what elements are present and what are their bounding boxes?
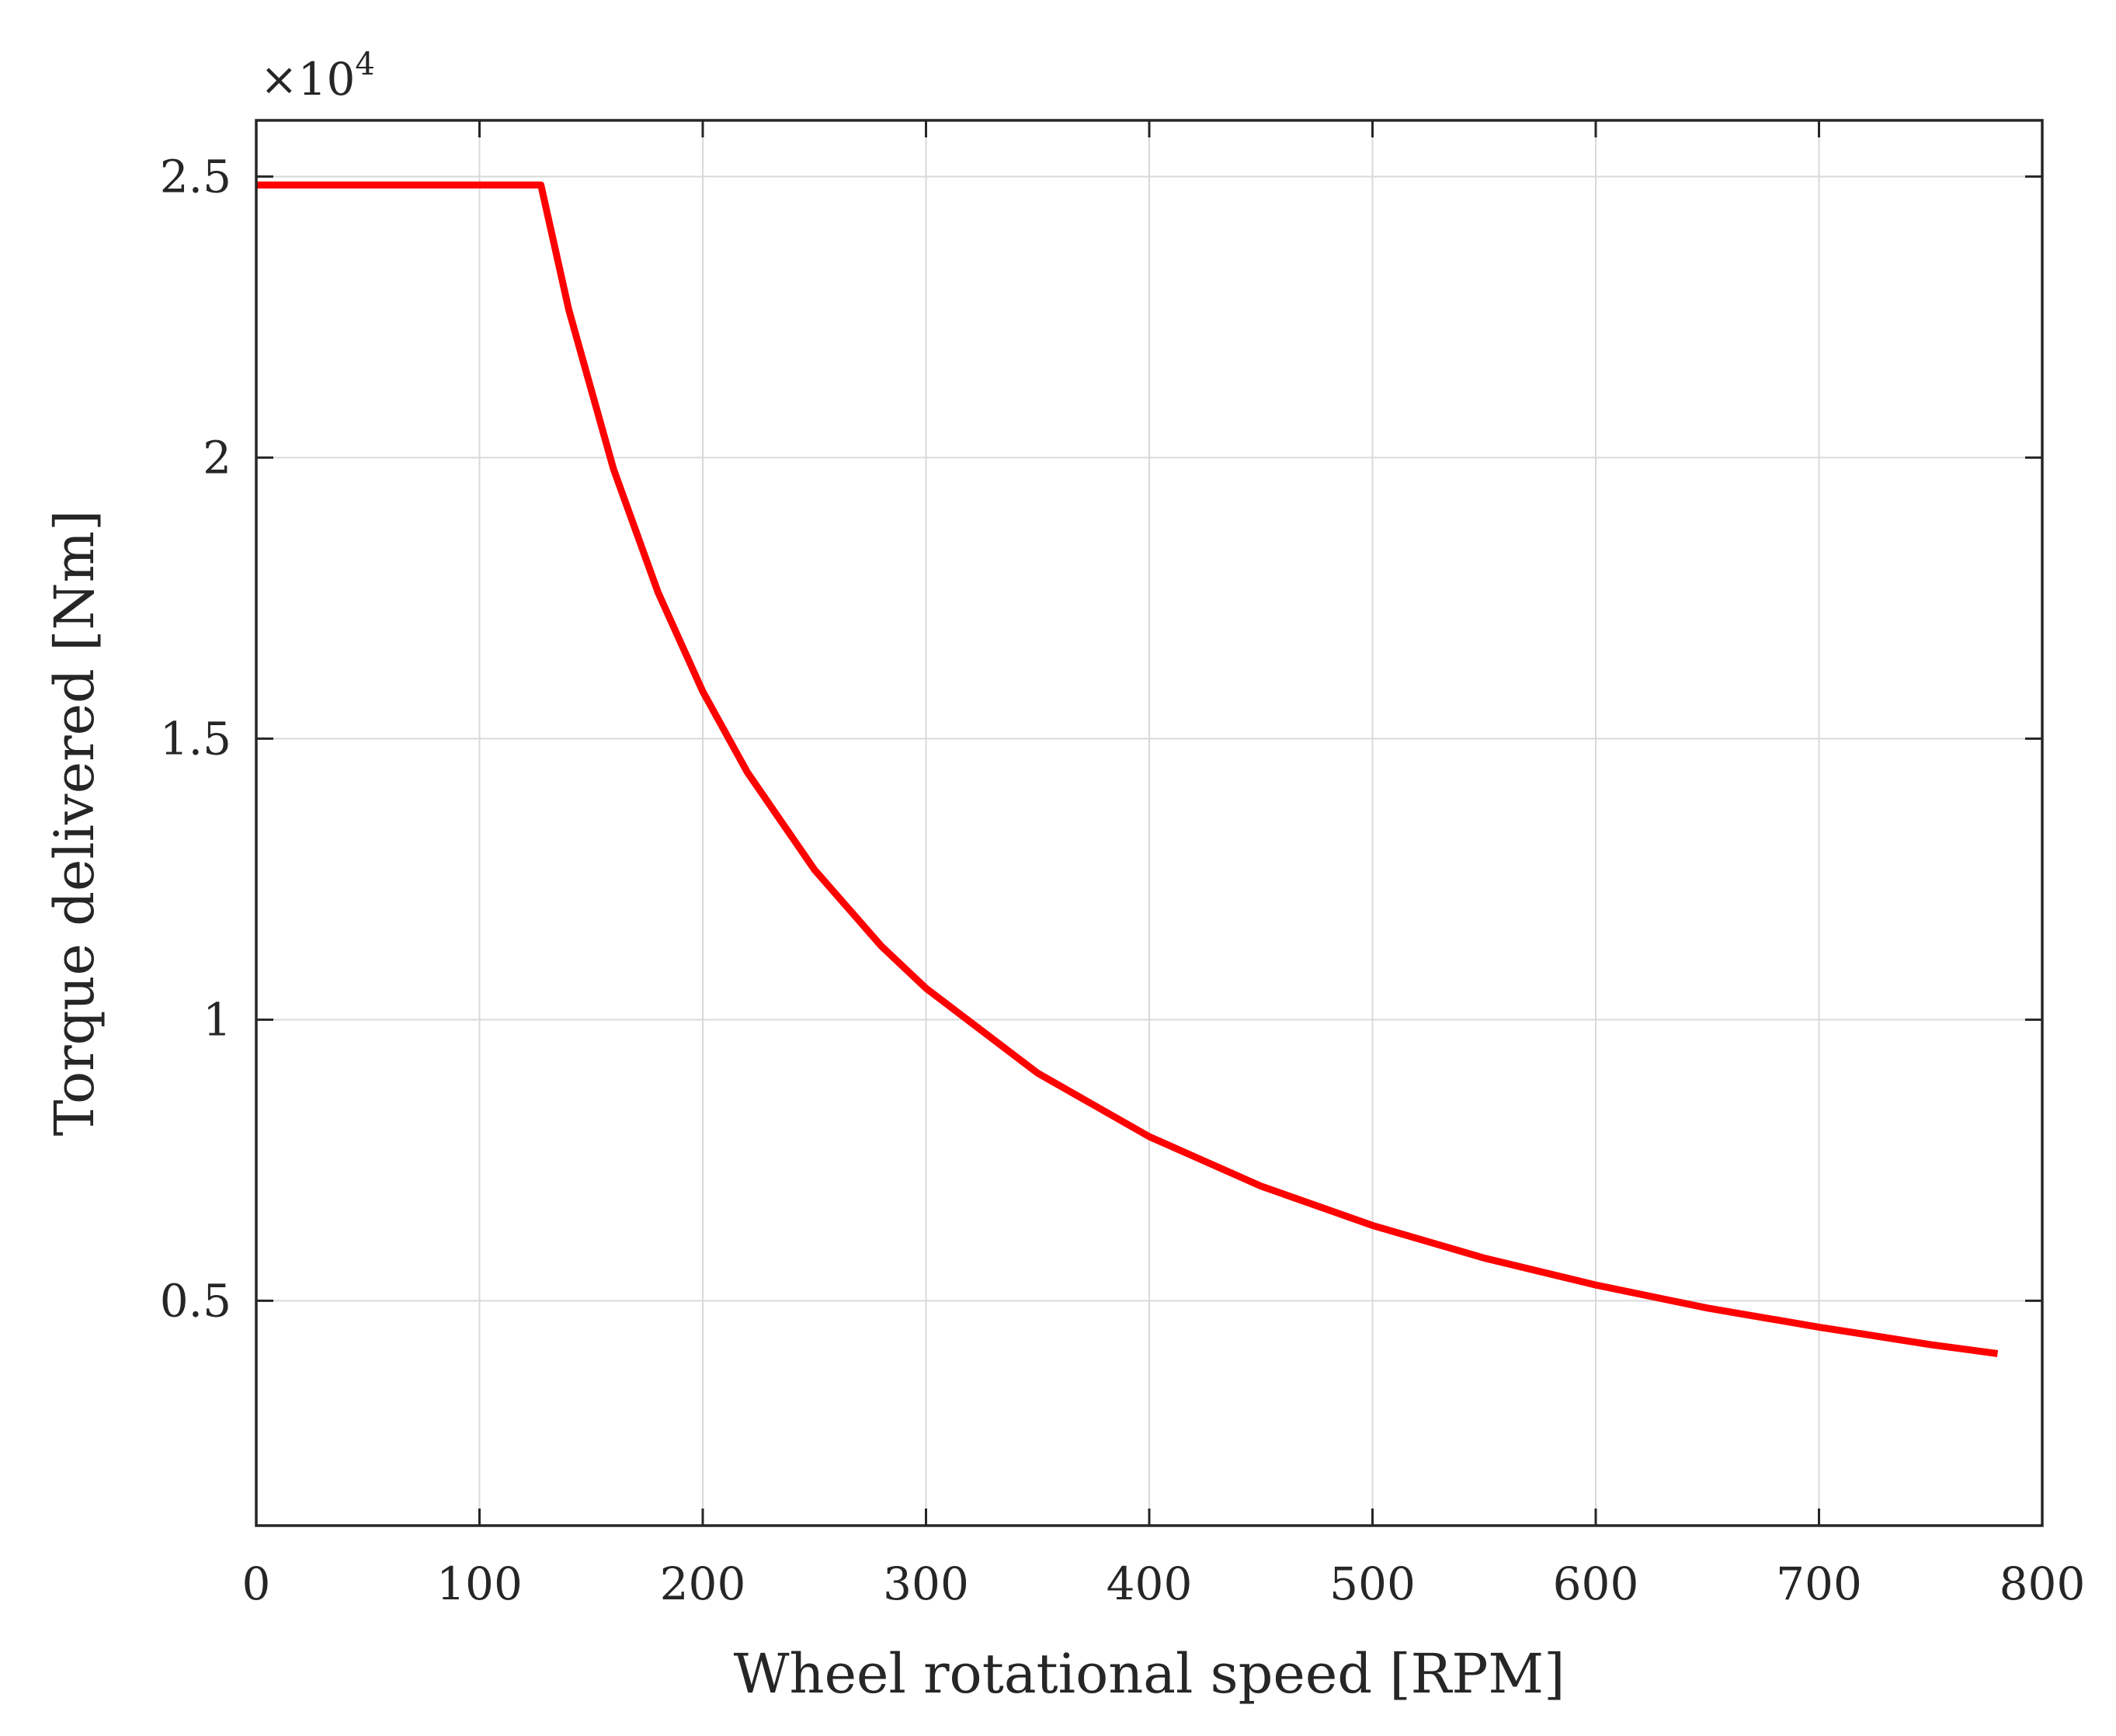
- x-tick-label: 100: [436, 1557, 523, 1610]
- y-tick-label: 0.5: [160, 1274, 231, 1327]
- x-tick-label: 800: [2000, 1557, 2086, 1610]
- x-tick-label: 500: [1329, 1557, 1416, 1610]
- y-axis-exponent-base: ×10: [260, 53, 355, 106]
- grid-lines: [256, 120, 2042, 1526]
- x-tick-label: 300: [883, 1557, 969, 1610]
- y-tick-labels: 0.5 1 1.5 2 2.5: [160, 150, 231, 1327]
- x-tick-label: 0: [242, 1557, 271, 1610]
- y-tick-label: 1: [203, 993, 231, 1046]
- x-tick-label: 600: [1553, 1557, 1639, 1610]
- y-axis-exponent-power: 4: [355, 47, 374, 82]
- axis-ticks: [255, 120, 2044, 1526]
- y-axis-exponent: ×104: [260, 47, 375, 106]
- y-tick-label: 2.5: [160, 150, 231, 203]
- x-tick-label: 700: [1776, 1557, 1862, 1610]
- x-axis-label: Wheel rotational speed [RPM]: [734, 1642, 1565, 1706]
- torque-curve: [256, 181, 1999, 1357]
- series-layer: [256, 181, 1999, 1357]
- y-tick-label: 1.5: [160, 712, 231, 765]
- x-tick-label: 200: [660, 1557, 746, 1610]
- x-tick-label: 400: [1107, 1557, 1193, 1610]
- y-tick-label: 2: [203, 431, 231, 484]
- x-tick-labels: 0 100 200 300 400 500 600 700 800: [242, 1557, 2086, 1610]
- y-axis-label: Torque delivered [Nm]: [43, 510, 106, 1137]
